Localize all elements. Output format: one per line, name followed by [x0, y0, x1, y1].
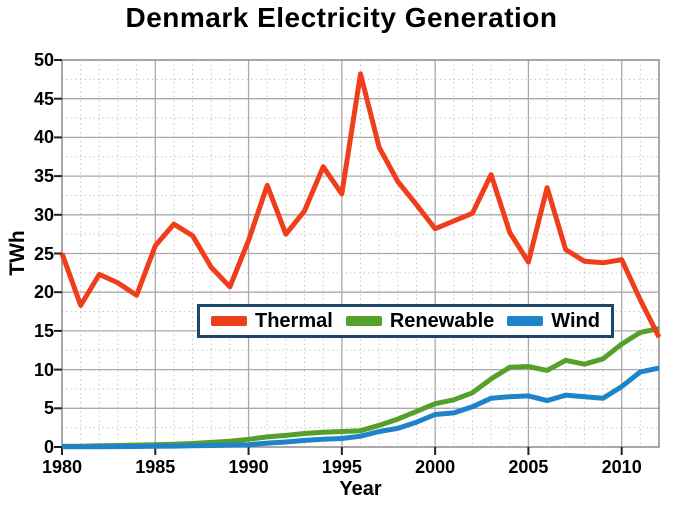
x-tick-label-1985: 1985: [135, 457, 176, 477]
x-tick-label-2010: 2010: [601, 457, 642, 477]
legend-item-renewable: Renewable: [345, 310, 495, 332]
legend-item-thermal: Thermal: [211, 311, 333, 331]
x-tick-label-1980: 1980: [41, 457, 83, 477]
y-tick-label-25: 25: [33, 243, 54, 264]
x-tick-label-2000: 2000: [415, 457, 456, 477]
y-tick-label-40: 40: [33, 127, 54, 148]
y-tick-label-45: 45: [33, 88, 54, 109]
series-line-wind: [62, 365, 660, 450]
legend-label-thermal: Thermal: [255, 310, 333, 332]
legend-swatch-wind: [507, 316, 544, 326]
y-tick-label-0: 0: [43, 437, 54, 457]
legend-item-wind: Wind: [507, 311, 600, 331]
series-line-thermal: [59, 71, 662, 339]
y-tick-label-15: 15: [33, 320, 54, 341]
x-tick-label-1995: 1995: [321, 457, 362, 477]
y-tick-label-10: 10: [33, 359, 54, 380]
legend-swatch-renewable: [345, 316, 382, 326]
legend-label-renewable: Renewable: [389, 310, 495, 332]
y-tick-label-20: 20: [33, 282, 54, 303]
chart-title: Denmark Electricity Generation: [125, 2, 558, 33]
y-tick-label-35: 35: [33, 166, 54, 187]
legend: Thermal Renewable Wind: [197, 304, 614, 338]
x-tick-label-2005: 2005: [508, 457, 549, 477]
series-line-renewable: [62, 326, 660, 449]
y-tick-label-50: 50: [33, 50, 54, 70]
x-axis-title: Year: [339, 478, 382, 500]
y-tick-label-5: 5: [43, 398, 54, 419]
legend-label-wind: Wind: [551, 310, 600, 332]
x-tick-label-1990: 1990: [228, 457, 269, 477]
y-tick-label-30: 30: [33, 204, 54, 225]
legend-swatch-thermal: [211, 316, 247, 326]
